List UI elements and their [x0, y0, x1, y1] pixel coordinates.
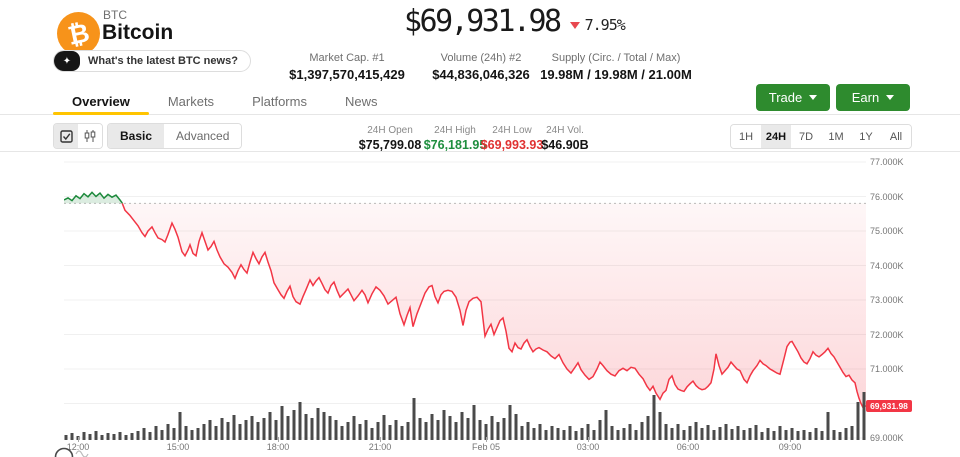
price-line-down: [121, 203, 866, 409]
chart-type-group: [53, 123, 103, 149]
stat-24h-open: 24H Open $75,799.08: [358, 125, 422, 152]
candlestick-icon: [84, 130, 96, 142]
last-price-tag: 69,931.98: [866, 399, 912, 412]
y-axis-label: 73.000K: [870, 295, 904, 305]
line-chart-toggle-button[interactable]: [54, 124, 78, 148]
page-title: Bitcoin: [102, 21, 174, 44]
bitcoin-glyph: ₿: [65, 16, 92, 51]
range-7d-button[interactable]: 7D: [791, 125, 821, 148]
sparkle-icon: ✦: [54, 51, 80, 71]
x-axis-label: 03:00: [576, 442, 600, 452]
earn-button[interactable]: Earn: [836, 84, 910, 111]
time-range-group: 1H 24H 7D 1M 1Y All: [730, 124, 912, 149]
area-down: [122, 203, 866, 408]
mode-advanced-button[interactable]: Advanced: [164, 124, 242, 148]
down-arrow-icon: [569, 21, 580, 29]
tab-news[interactable]: News: [344, 93, 378, 109]
y-axis-label: 74.000K: [870, 260, 904, 271]
y-axis-label: 76.000K: [870, 191, 904, 202]
price-chart[interactable]: [64, 155, 866, 445]
trade-button[interactable]: Trade: [756, 84, 830, 111]
x-axis-label: 12:00: [66, 442, 90, 452]
y-axis-label: 75.000K: [870, 226, 904, 236]
range-24h-button[interactable]: 24H: [761, 125, 791, 148]
price-change: 7.95%: [569, 16, 626, 34]
current-price: $69,931.98: [404, 4, 562, 39]
x-axis-tick: [178, 437, 179, 442]
coin-symbol: BTC: [103, 8, 127, 22]
x-axis-label: 18:00: [266, 442, 290, 452]
range-all-button[interactable]: All: [881, 125, 911, 148]
stat-volume: Volume (24h) #2 $44,836,046,326: [432, 52, 530, 82]
y-axis-label: 69.000K: [870, 433, 904, 443]
latest-news-label: What's the latest BTC news?: [88, 55, 238, 67]
tradingview-logo[interactable]: [52, 446, 98, 457]
x-axis-tick: [78, 437, 79, 442]
x-axis-tick: [588, 437, 589, 442]
x-axis-label: Feb 05: [471, 442, 501, 452]
divider: [0, 151, 960, 152]
bitcoin-logo: ₿: [57, 12, 100, 55]
range-1y-button[interactable]: 1Y: [851, 125, 881, 148]
candlestick-toggle-button[interactable]: [78, 124, 102, 148]
stat-market-cap: Market Cap. #1 $1,397,570,415,429: [289, 52, 405, 82]
tab-bar: Overview Markets Platforms News: [0, 88, 960, 115]
latest-news-button[interactable]: ✦ What's the latest BTC news?: [53, 50, 251, 72]
range-1m-button[interactable]: 1M: [821, 125, 851, 148]
tab-markets[interactable]: Markets: [167, 93, 215, 109]
x-axis-tick: [380, 437, 381, 442]
chart-mode-group: Basic Advanced: [107, 123, 243, 149]
x-axis-tick: [278, 437, 279, 442]
stat-supply: Supply (Circ. / Total / Max) 19.98M / 19…: [540, 52, 692, 82]
change-percent: 7.95%: [584, 16, 626, 34]
x-axis-label: 15:00: [166, 442, 190, 452]
chevron-down-icon: [809, 95, 818, 100]
stat-24h-low: 24H Low $69,993.93: [480, 125, 544, 152]
y-axis-label: 72.000K: [870, 329, 904, 340]
x-axis-tick: [790, 437, 791, 442]
y-axis-label: 77.000K: [870, 157, 904, 167]
stat-24h-high: 24H High $76,181.95: [423, 125, 487, 152]
x-axis-label: 06:00: [676, 442, 700, 452]
y-axis-label: 71.000K: [870, 364, 904, 374]
price-block: $69,931.98 7.95%: [404, 4, 626, 39]
chevron-down-icon: [886, 95, 895, 100]
tab-platforms[interactable]: Platforms: [252, 93, 307, 109]
mode-basic-button[interactable]: Basic: [108, 124, 165, 148]
volume-bars: [64, 392, 866, 440]
tab-overview[interactable]: Overview: [53, 88, 149, 115]
x-axis-tick: [486, 437, 487, 442]
checked-box-icon: [59, 129, 73, 143]
x-axis-label: 21:00: [368, 442, 392, 452]
x-axis-tick: [688, 437, 689, 442]
stat-24h-vol: 24H Vol. $46.90B: [541, 125, 589, 152]
range-1h-button[interactable]: 1H: [731, 125, 761, 148]
x-axis-label: 09:00: [778, 442, 802, 452]
